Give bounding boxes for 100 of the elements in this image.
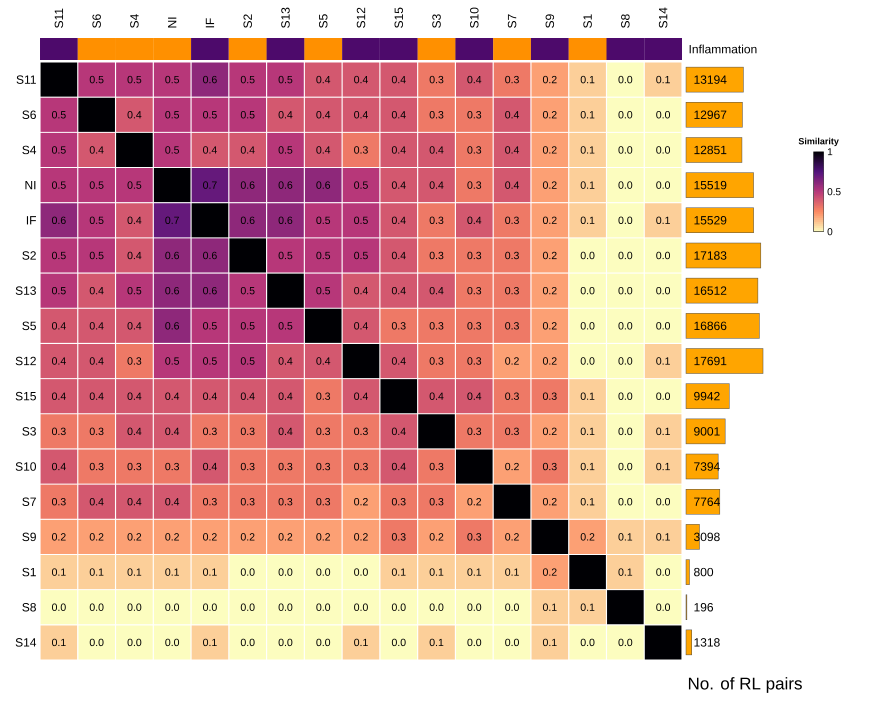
data-label: 0.0 <box>430 604 444 611</box>
color-bar-label: 1 <box>828 148 832 156</box>
x-tick-label: S13 <box>281 8 290 28</box>
data-label: 0.4 <box>316 111 330 118</box>
data-label: 0.2 <box>128 533 142 541</box>
data-label: 0.0 <box>316 638 330 646</box>
data-label: 0.1 <box>656 533 670 541</box>
data-label: 0.7 <box>203 181 217 189</box>
bar <box>686 278 758 304</box>
data-label: 0.1 <box>580 216 594 224</box>
data-label: 0.0 <box>128 604 142 611</box>
data-label: 0.0 <box>165 604 180 611</box>
x-tick-label: NI <box>168 18 176 28</box>
data-label: 0.5 <box>240 286 255 294</box>
data-label: 0.7 <box>165 216 179 224</box>
y-tick-label: S11 <box>16 75 36 84</box>
data-label: 0.3 <box>505 252 519 260</box>
data-label: 0.4 <box>278 357 292 365</box>
data-label: 0.0 <box>278 568 292 576</box>
data-label: 0.2 <box>505 357 519 365</box>
data-label: 0.1 <box>580 76 594 84</box>
data-label: 0.2 <box>542 286 557 294</box>
bar <box>686 137 742 163</box>
x-tick-label: S8 <box>621 14 630 28</box>
data-label: 0.0 <box>505 604 519 611</box>
data-label: 0.5 <box>278 322 292 330</box>
data-label: 0.6 <box>165 286 180 294</box>
data-label: 0.5 <box>52 286 66 294</box>
data-label: 0.3 <box>278 498 292 506</box>
data-label: 0.4 <box>467 216 482 224</box>
data-label: 0.4 <box>392 357 406 365</box>
data-label: 0.4 <box>354 286 368 294</box>
data-label: 0.4 <box>354 392 368 400</box>
data-label: 0.3 <box>90 428 104 436</box>
y-tick-label: S6 <box>22 110 36 120</box>
x-tick-label: S3 <box>432 14 441 28</box>
data-label: 0.4 <box>52 357 66 365</box>
data-label: 0.6 <box>203 286 217 294</box>
data-label: 0.3 <box>316 392 330 400</box>
data-label: 0.0 <box>618 322 632 330</box>
data-label: 0.5 <box>240 322 255 330</box>
data-label: 0.1 <box>354 638 368 646</box>
data-label: 0.3 <box>430 111 444 118</box>
data-label: 0.0 <box>618 286 632 294</box>
data-label: 0.2 <box>542 498 557 506</box>
data-label: 15519 <box>694 180 726 190</box>
data-label: 196 <box>694 603 714 612</box>
data-label: 0.6 <box>165 322 180 330</box>
data-label: 0.4 <box>128 428 142 436</box>
data-label: 0.0 <box>240 604 255 611</box>
data-label: 0.5 <box>316 216 330 224</box>
data-label: 16512 <box>694 286 726 295</box>
data-label: 0.5 <box>52 146 66 154</box>
data-label: 0.0 <box>467 638 482 646</box>
y-tick-label: S12 <box>16 356 36 366</box>
data-label: 0.4 <box>128 111 142 118</box>
bar <box>686 348 764 374</box>
data-label: 0.2 <box>542 322 557 330</box>
data-label: 0.3 <box>542 392 557 400</box>
data-label: 0.0 <box>165 638 180 646</box>
data-label: 0.4 <box>430 392 444 400</box>
data-label: 0.3 <box>90 462 104 470</box>
y-tick-label: S15 <box>16 392 36 400</box>
data-label: 0.3 <box>392 533 406 541</box>
bar <box>686 313 760 339</box>
data-label: 0.0 <box>656 181 670 189</box>
data-label: 0.5 <box>354 252 368 260</box>
data-label: 0.1 <box>656 428 670 436</box>
data-label: 0.3 <box>203 428 217 436</box>
data-label: 0.0 <box>90 638 104 646</box>
data-label: 0.1 <box>618 568 632 576</box>
data-label: 0.2 <box>505 462 519 470</box>
data-label: 0.0 <box>656 252 670 260</box>
data-label: 0.4 <box>165 498 180 506</box>
data-label: 0.6 <box>278 216 292 224</box>
data-label: 0.5 <box>52 181 66 189</box>
x-tick-label: S14 <box>658 7 668 28</box>
data-label: 0.1 <box>580 428 594 436</box>
data-label: 0.4 <box>165 392 180 400</box>
y-tick-label: IF <box>26 216 36 224</box>
y-tick-label: S2 <box>22 251 36 260</box>
data-label: 17183 <box>694 251 726 260</box>
data-label: 1318 <box>694 638 720 647</box>
data-label: 0.5 <box>278 76 292 84</box>
bar <box>686 208 754 234</box>
data-label: 0.2 <box>430 533 444 541</box>
data-label: 0.4 <box>278 428 292 436</box>
x-tick-label: S7 <box>508 14 516 28</box>
data-label: 0.1 <box>128 568 142 576</box>
data-label: 0.3 <box>354 146 368 154</box>
data-label: 0.5 <box>203 357 217 365</box>
data-label: 0.3 <box>316 498 330 506</box>
x-tick-label: S5 <box>318 14 328 28</box>
data-label: 0.4 <box>354 111 368 118</box>
data-label: 0.0 <box>90 604 104 611</box>
data-label: 0.0 <box>128 638 142 646</box>
data-label: 0.4 <box>430 181 444 189</box>
data-label: 0.3 <box>505 286 519 294</box>
x-tick-label: S2 <box>243 14 252 28</box>
data-label: 0.2 <box>542 216 557 224</box>
